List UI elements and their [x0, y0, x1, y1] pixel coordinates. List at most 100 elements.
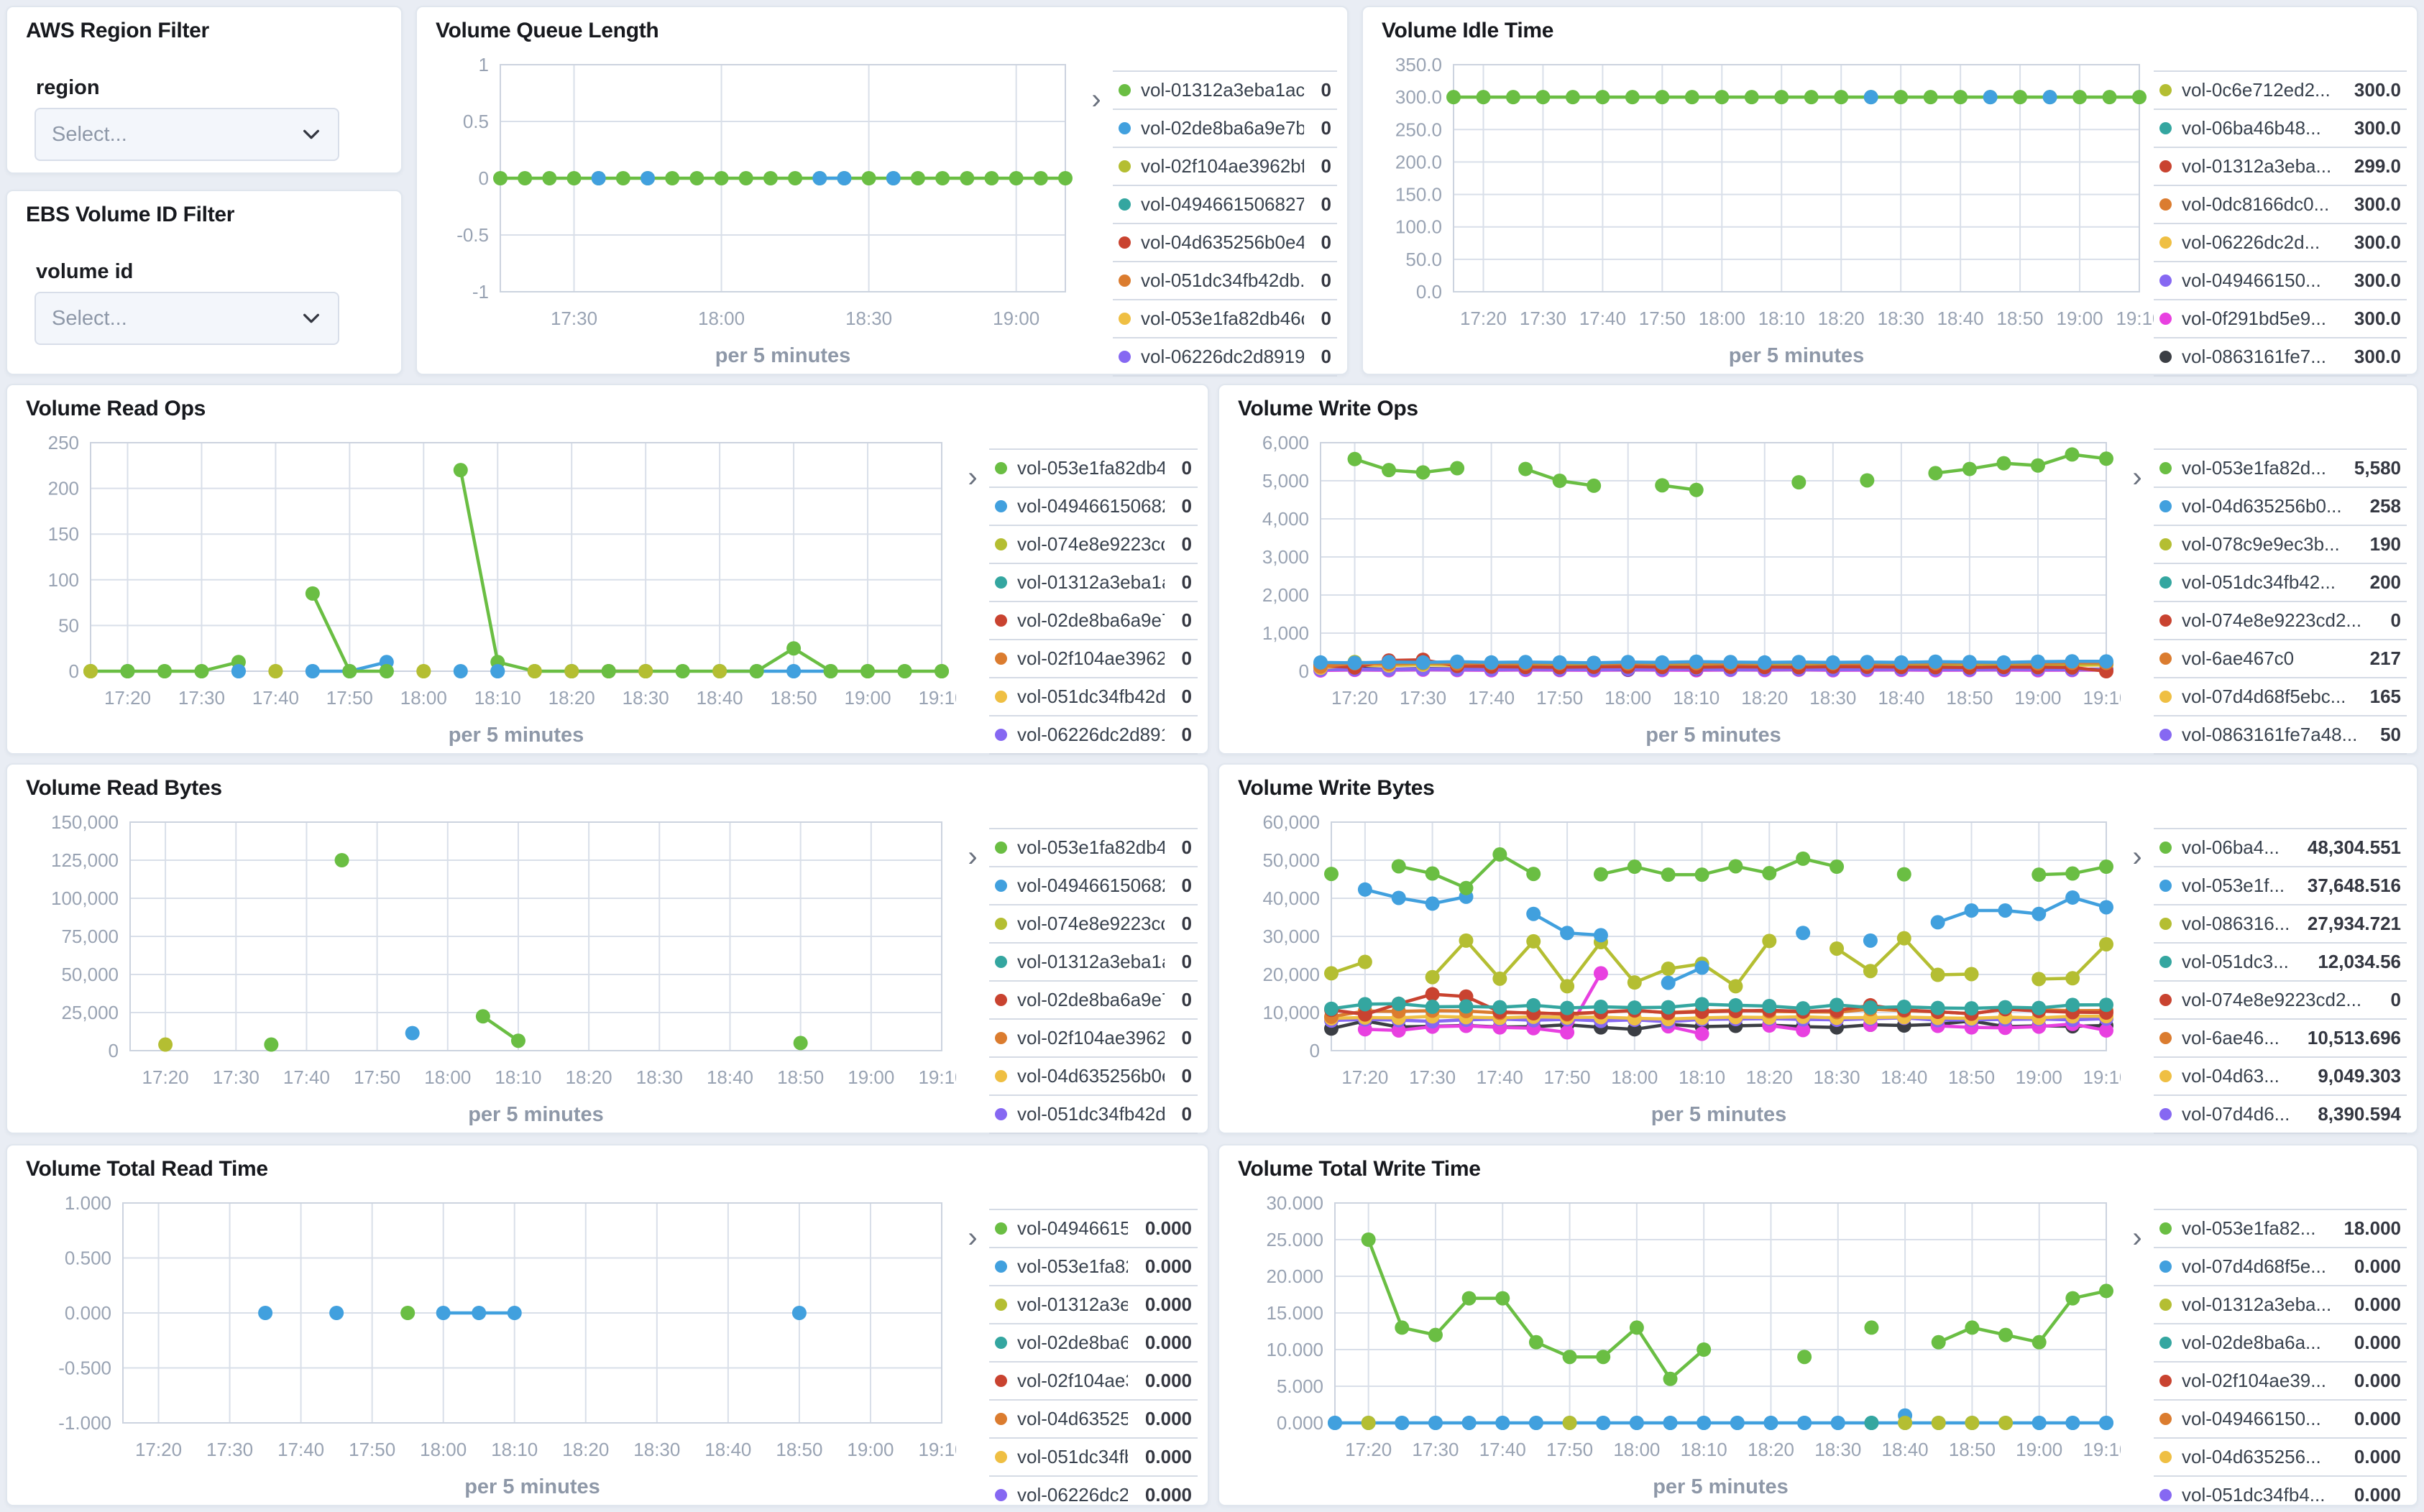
legend-item[interactable]: vol-02de8ba6a9e7b... 0 — [989, 980, 1198, 1018]
svg-text:0.5: 0.5 — [463, 111, 489, 132]
legend-item[interactable]: vol-04d635256... 0.000 — [989, 1399, 1198, 1437]
legend-item[interactable]: vol-07d4d6... 8,390.594 — [2154, 1094, 2407, 1134]
series-color-dot — [1119, 160, 1131, 172]
expand-legend-icon[interactable]: › — [2132, 841, 2142, 872]
legend-series-label: vol-01312a3eba... — [2182, 1294, 2332, 1315]
legend-item[interactable]: vol-0494661506827... 0 — [989, 866, 1198, 904]
volume-id-select[interactable]: Select... — [35, 292, 339, 345]
legend-item[interactable]: vol-051dc34fb42db... 0 — [1113, 261, 1337, 299]
write-ops-chart[interactable]: 6,000 5,000 4,000 3,000 2,000 1,000 0 17:20 17:3… — [1231, 430, 2121, 747]
legend-item[interactable]: vol-0dc8166dc0... 300.0 — [2154, 185, 2407, 223]
legend-item[interactable]: vol-01312a3eba... 0.000 — [989, 1285, 1198, 1323]
legend-item[interactable]: vol-051dc3... 12,034.56 — [2154, 942, 2407, 980]
panel-volume-read-bytes: Volume Read Bytes 150,000 125,000 100,000 7… — [6, 763, 1209, 1134]
expand-legend-icon[interactable]: › — [968, 841, 978, 872]
legend-item[interactable]: vol-6ae467c0 217 — [2154, 639, 2407, 677]
series-color-dot — [2159, 538, 2172, 550]
legend-item[interactable]: vol-06ba4... 48,304.551 — [2154, 828, 2407, 866]
legend-item[interactable]: vol-01312a3eba... 0.000 — [2154, 1285, 2407, 1323]
legend-item[interactable]: vol-053e1fa82db46d... 0 — [989, 448, 1198, 487]
panel-volume-total-read-time: Volume Total Read Time 1.000 0.500 0.000 -0… — [6, 1144, 1209, 1512]
legend-item[interactable]: vol-02f104ae3962bf... 0 — [989, 1018, 1198, 1056]
read-ops-chart[interactable]: 250 200 150 100 50 0 17:20 17:30 17:40 17:50 18:00… — [19, 430, 956, 747]
legend-item[interactable]: vol-053e1f... 37,648.516 — [2154, 866, 2407, 904]
legend-item[interactable]: vol-01312a3eba... 299.0 — [2154, 147, 2407, 185]
total-write-time-chart[interactable]: 30.000 25.000 20.000 15.000 10.000 5.000 0.000… — [1231, 1190, 2121, 1499]
legend-item[interactable]: vol-01312a3eba1ac1... 0 — [989, 942, 1198, 980]
legend-item[interactable]: vol-02f104ae39... 0.000 — [989, 1361, 1198, 1399]
svg-text:18:00: 18:00 — [1611, 1066, 1658, 1088]
legend-series-value: 0 — [1181, 457, 1192, 479]
region-select[interactable]: Select... — [35, 108, 339, 161]
legend-item[interactable]: vol-6ae46... 10,513.696 — [2154, 1018, 2407, 1056]
legend-series-value: 0.000 — [1144, 1408, 1192, 1429]
legend-item[interactable]: vol-06226dc2d8919... 0 — [989, 715, 1198, 755]
expand-legend-icon[interactable]: › — [968, 1222, 978, 1253]
legend-series-value: 0 — [1181, 1027, 1192, 1048]
svg-text:18:50: 18:50 — [776, 1439, 822, 1460]
panel-aws-region-filter: AWS Region Filter region Select... — [6, 6, 403, 174]
legend-item[interactable]: vol-02de8ba6a9e7b... 0 — [1113, 109, 1337, 147]
legend-item[interactable]: vol-074e8e9223cd2... 0 — [2154, 980, 2407, 1018]
legend-item[interactable]: vol-06ba46b48... 300.0 — [2154, 109, 2407, 147]
idle-time-chart[interactable]: 350.0 300.0 250.0 200.0 150.0 100.0 50.0 0.0 17:… — [1374, 52, 2154, 368]
legend-item[interactable]: vol-02f104ae39... 0.000 — [2154, 1361, 2407, 1399]
legend-item[interactable]: vol-053e1fa82d... 0.000 — [989, 1247, 1198, 1285]
legend-item[interactable]: vol-06226dc2d8919... 0 — [1113, 337, 1337, 377]
legend-item[interactable]: vol-049466150... 300.0 — [2154, 261, 2407, 299]
legend-item[interactable]: vol-02de8ba6a... 0.000 — [989, 1323, 1198, 1361]
legend-item[interactable]: vol-0863161fe7... 300.0 — [2154, 337, 2407, 377]
read-bytes-chart[interactable]: 150,000 125,000 100,000 75,000 50,000 25,000 0… — [19, 809, 956, 1127]
legend-item[interactable]: vol-02f104ae3962bf... 0 — [989, 639, 1198, 677]
legend-item[interactable]: vol-049466150... 0.000 — [2154, 1399, 2407, 1437]
legend-item[interactable]: vol-053e1fa82db46d... 0 — [989, 828, 1198, 866]
legend-item[interactable]: vol-051dc34fb4... 0.000 — [989, 1437, 1198, 1475]
legend-item[interactable]: vol-051dc34fb42db... 0 — [989, 677, 1198, 715]
legend-item[interactable]: vol-04d635256b0... 258 — [2154, 487, 2407, 525]
expand-legend-icon[interactable]: › — [1091, 83, 1101, 115]
legend-item[interactable]: vol-02de8ba6a... 0.000 — [2154, 1323, 2407, 1361]
total-read-time-chart[interactable]: 1.000 0.500 0.000 -0.500 -1.000 17:20 17:30 17:… — [19, 1190, 956, 1499]
legend-item[interactable]: vol-04d635256b0e4... 0 — [989, 1056, 1198, 1094]
legend-item[interactable]: vol-01312a3eba1ac1... 0 — [1113, 70, 1337, 109]
chart-legend: vol-049466150... 0.000 vol-053e1fa82d... 0.… — [989, 1209, 1198, 1512]
legend-item[interactable]: vol-086316... 27,934.721 — [2154, 904, 2407, 942]
legend-item[interactable]: vol-051dc34fb4... 0.000 — [2154, 1475, 2407, 1512]
legend-item[interactable]: vol-07d4d68f5ebc... 165 — [2154, 677, 2407, 715]
legend-item[interactable]: vol-0494661506827... 0 — [1113, 185, 1337, 223]
legend-item[interactable]: vol-074e8e9223cd2... 0 — [2154, 601, 2407, 639]
legend-item[interactable]: vol-02de8ba6a9e7b... 0 — [989, 601, 1198, 639]
legend-item[interactable]: vol-07d4d68f5e... 0.000 — [2154, 1247, 2407, 1285]
legend-item[interactable]: vol-06226dc2d... 300.0 — [2154, 223, 2407, 261]
legend-item[interactable]: vol-053e1fa82... 18.000 — [2154, 1209, 2407, 1247]
legend-item[interactable]: vol-074e8e9223cd2... 0 — [989, 525, 1198, 563]
legend-item[interactable]: vol-053e1fa82db46d... 0 — [1113, 299, 1337, 337]
legend-item[interactable]: vol-06226dc2d... 0.000 — [989, 1475, 1198, 1512]
legend-item[interactable]: vol-04d63... 9,049.303 — [2154, 1056, 2407, 1094]
legend-item[interactable]: vol-04d635256b0e4... 0 — [1113, 223, 1337, 261]
legend-item[interactable]: vol-02f104ae3962bf... 0 — [1113, 147, 1337, 185]
legend-item[interactable]: vol-01312a3eba1ac1... 0 — [989, 563, 1198, 601]
svg-text:0.000: 0.000 — [65, 1302, 111, 1324]
legend-item[interactable]: vol-0f291bd5e9... 300.0 — [2154, 299, 2407, 337]
legend-item[interactable]: vol-078c9e9ec3b... 190 — [2154, 525, 2407, 563]
legend-item[interactable]: vol-04d635256... 0.000 — [2154, 1437, 2407, 1475]
legend-item[interactable]: vol-0c6e712ed2... 300.0 — [2154, 70, 2407, 109]
write-bytes-chart[interactable]: 60,000 50,000 40,000 30,000 20,000 10,000 0 17:… — [1231, 809, 2121, 1127]
legend-item[interactable]: vol-074e8e9223cd2... 0 — [989, 904, 1198, 942]
svg-text:1: 1 — [479, 54, 489, 75]
legend-item[interactable]: vol-0494661506827... 0 — [989, 487, 1198, 525]
legend-item[interactable]: vol-053e1fa82d... 5,580 — [2154, 448, 2407, 487]
expand-legend-icon[interactable]: › — [2132, 1222, 2142, 1253]
expand-legend-icon[interactable]: › — [2132, 461, 2142, 493]
legend-series-label: vol-051dc34fb42db... — [1141, 269, 1304, 291]
svg-text:18:40: 18:40 — [704, 1439, 751, 1460]
legend-series-label: vol-06226dc2d8919... — [1017, 724, 1165, 745]
expand-legend-icon[interactable]: › — [968, 461, 978, 493]
legend-series-value: 0 — [1181, 951, 1192, 972]
legend-item[interactable]: vol-0863161fe7a48... 50 — [2154, 715, 2407, 755]
legend-item[interactable]: vol-049466150... 0.000 — [989, 1209, 1198, 1247]
queue-length-chart[interactable]: 1 0.5 0 -0.5 -1 17:30 18:00 18:30 19:00 per 5 min… — [428, 52, 1080, 368]
legend-item[interactable]: vol-051dc34fb42... 200 — [2154, 563, 2407, 601]
legend-item[interactable]: vol-051dc34fb42db... 0 — [989, 1094, 1198, 1134]
